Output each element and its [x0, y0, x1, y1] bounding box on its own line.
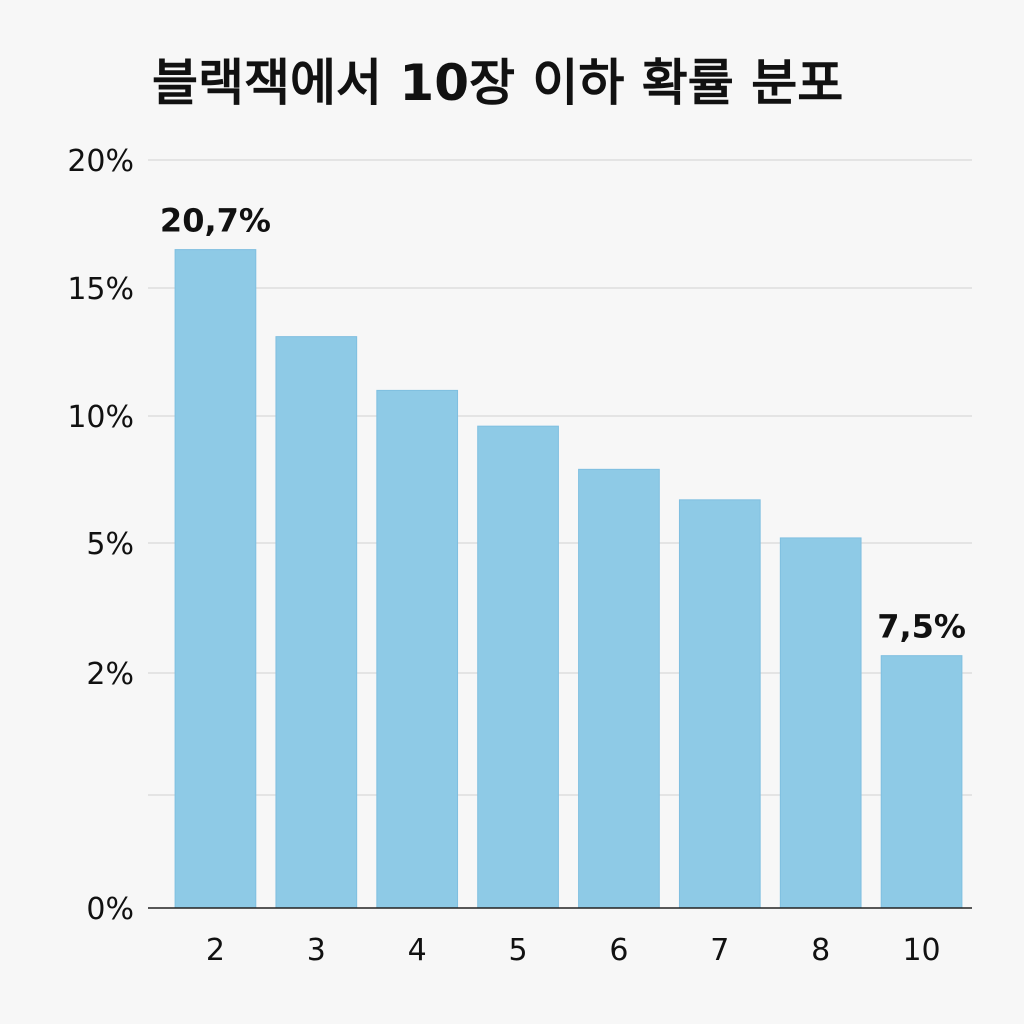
x-tick-label: 2 — [206, 933, 225, 968]
x-tick-label: 6 — [609, 933, 628, 968]
y-axis-tick-labels: 0% 2% 5% 10% 15% 20% — [67, 144, 134, 927]
bar-7 — [678, 499, 761, 909]
y-tick-label: 5% — [86, 527, 134, 562]
bar-2 — [174, 249, 257, 909]
x-tick-label: 4 — [408, 933, 427, 968]
bars — [174, 249, 963, 909]
y-tick-label: 20% — [67, 144, 134, 179]
bar-10 — [880, 655, 963, 909]
data-label: 20,7% — [160, 202, 271, 240]
y-tick-label: 0% — [86, 892, 134, 927]
bar-8 — [779, 537, 862, 909]
bar-6 — [578, 468, 660, 909]
x-tick-label: 5 — [509, 933, 528, 968]
x-tick-label: 10 — [902, 933, 940, 968]
y-tick-label: 15% — [67, 272, 134, 307]
chart-title: 블랙잭에서 10장 이하 확률 분포 — [152, 54, 843, 112]
bar-3 — [275, 336, 358, 909]
x-axis-tick-labels: 2 3 4 5 6 7 8 10 — [206, 933, 941, 968]
x-tick-label: 7 — [710, 933, 729, 968]
data-label: 7,5% — [877, 608, 966, 646]
bar-5 — [477, 425, 559, 909]
y-tick-label: 10% — [67, 400, 134, 435]
x-tick-label: 8 — [811, 933, 830, 968]
data-labels: 20,7% 7,5% — [160, 202, 966, 646]
x-tick-label: 3 — [307, 933, 326, 968]
y-tick-label: 2% — [86, 657, 134, 692]
bar-4 — [376, 389, 459, 909]
